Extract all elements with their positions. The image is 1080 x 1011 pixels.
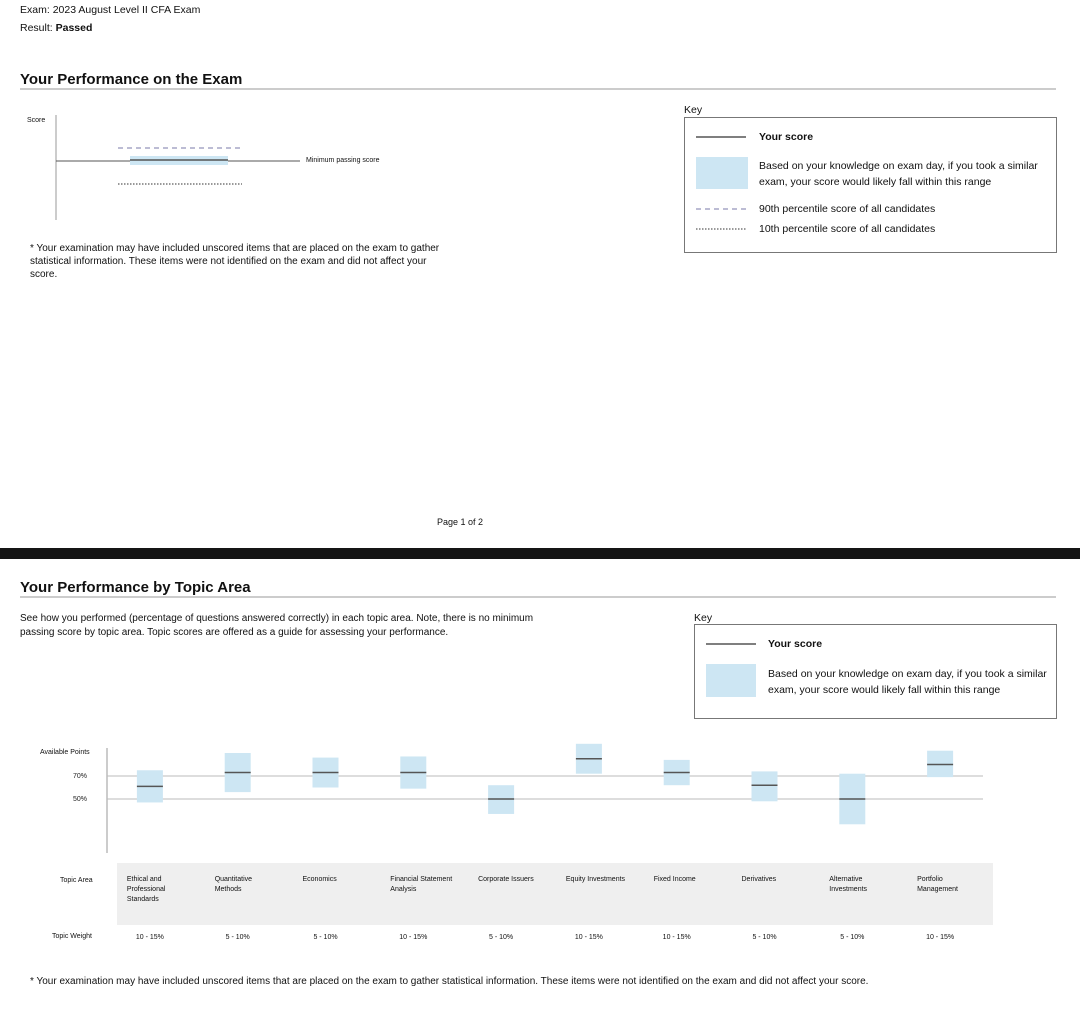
topic-weight: 10 - 15% — [399, 934, 428, 941]
result: Passed — [55, 22, 93, 34]
page-break — [0, 548, 1080, 559]
label: Exam: — [20, 4, 50, 16]
key-title: Key — [694, 612, 713, 624]
label: Result: — [20, 22, 53, 34]
row-label: Topic Area — [60, 877, 93, 884]
topic-weight: 5 - 10% — [752, 934, 777, 941]
topic-weight: 10 - 15% — [574, 934, 603, 941]
section-title: Your Performance on the Exam — [20, 71, 243, 88]
result-line: Result: Passed — [20, 21, 92, 35]
topic-table-bg — [117, 863, 993, 925]
page-number: Page 1 of 2 — [437, 517, 484, 527]
topic-weight: 10 - 15% — [135, 934, 164, 941]
topic-label: Economics — [302, 876, 337, 883]
topic-label: Equity Investments — [565, 876, 626, 883]
note: * Your examination may have included uns… — [30, 243, 440, 280]
topic-label: Ethical and Professional Standards — [126, 876, 166, 903]
topic-label: Financial Statement Analysis — [390, 876, 453, 893]
score-range — [751, 771, 778, 802]
axis-label: Available Points — [40, 749, 90, 756]
axis-label: Score — [27, 117, 46, 124]
key-text: 10th percentile score of all candidates — [759, 223, 936, 235]
row-label: Topic Weight — [52, 933, 92, 940]
key-text: Based on your knowledge on exam day, if … — [759, 160, 1038, 188]
topic-weight: 5 - 10% — [840, 934, 865, 941]
key-text: Based on your knowledge on exam day, if … — [768, 668, 1047, 696]
topic-weight: 5 - 10% — [489, 934, 514, 941]
y-tick-label: 50% — [73, 796, 87, 803]
key-range — [706, 664, 756, 697]
exam: 2023 August Level II CFA Exam — [52, 4, 201, 16]
topic-label: Portfolio Management — [917, 876, 958, 893]
topic-weight: 5 - 10% — [313, 934, 338, 941]
topic-label: Fixed Income — [653, 876, 696, 883]
topic-label: Corporate Issuers — [478, 876, 534, 883]
key-box — [694, 624, 1057, 719]
topic-weight: 10 - 15% — [662, 934, 691, 941]
topic-weight: 5 - 10% — [225, 934, 250, 941]
intro: See how you performed (percentage of que… — [20, 613, 534, 638]
key-text: Your score — [768, 638, 823, 650]
key-text: Your score — [759, 131, 814, 143]
exam-line: Exam: 2023 August Level II CFA Exam — [20, 3, 200, 17]
topic-label: Quantitative Methods — [214, 876, 253, 893]
key-range — [696, 157, 748, 189]
key-title: Key — [684, 104, 703, 116]
section-title: Your Performance by Topic Area — [20, 579, 251, 596]
key-text: 90th percentile score of all candidates — [759, 203, 936, 215]
topic-label: Derivatives — [741, 876, 777, 883]
topic-label: Alternative Investments — [829, 876, 868, 893]
key-box — [684, 117, 1057, 253]
note: * Your examination may have included uns… — [30, 976, 869, 987]
line-label: Minimum passing score — [306, 157, 380, 164]
y-tick-label: 70% — [73, 773, 87, 780]
topic-weight: 10 - 15% — [926, 934, 955, 941]
